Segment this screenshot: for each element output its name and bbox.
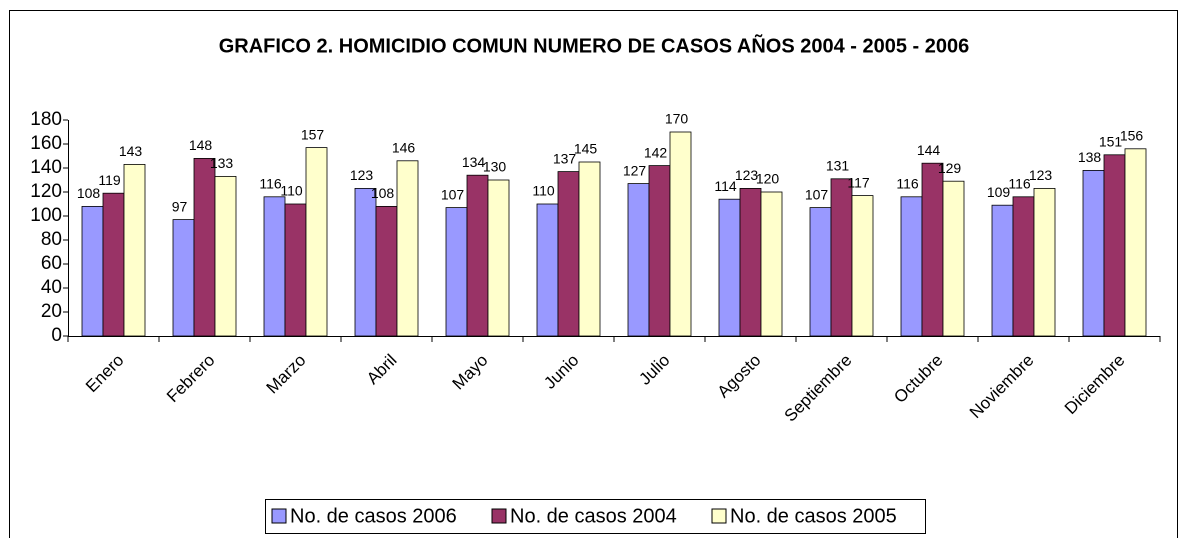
bar	[830, 178, 853, 337]
value-label: 114	[714, 178, 737, 194]
value-label: 108	[77, 185, 101, 201]
y-tick-label: 20	[41, 301, 62, 322]
legend-swatch	[271, 508, 287, 524]
bar	[1103, 154, 1126, 337]
bar	[123, 163, 146, 337]
bar	[445, 207, 468, 337]
bar	[900, 196, 923, 337]
bar	[760, 191, 783, 337]
bar	[557, 171, 580, 337]
bar	[375, 205, 398, 337]
bar	[1033, 187, 1056, 337]
bar	[284, 203, 307, 337]
bar	[354, 187, 377, 337]
value-label: 130	[483, 159, 507, 175]
bar	[942, 180, 965, 337]
bar	[578, 161, 601, 337]
value-label: 108	[371, 185, 395, 201]
value-label: 116	[1008, 176, 1031, 192]
value-label: 148	[189, 137, 213, 153]
bar	[921, 162, 944, 337]
value-label: 157	[301, 126, 325, 142]
value-label: 145	[574, 141, 598, 157]
value-label: 133	[210, 155, 234, 171]
bar	[263, 196, 286, 337]
y-tick-label: 160	[30, 133, 62, 154]
y-tick-label: 180	[30, 109, 62, 130]
bar	[718, 198, 741, 337]
value-label: 120	[756, 171, 780, 187]
value-label: 119	[98, 172, 121, 188]
value-label: 146	[392, 140, 416, 156]
bar	[487, 179, 510, 337]
value-label: 123	[735, 167, 759, 183]
value-label: 127	[623, 162, 647, 178]
legend-label: No. de casos 2005	[730, 505, 897, 527]
legend-swatch	[711, 508, 727, 524]
value-label: 131	[826, 158, 850, 174]
chart-title: GRAFICO 2. HOMICIDIO COMUN NUMERO DE CAS…	[219, 34, 970, 57]
value-label: 170	[665, 111, 689, 127]
bar	[669, 131, 692, 337]
bar	[305, 147, 328, 337]
value-label: 142	[644, 144, 668, 160]
y-tick-label: 100	[30, 205, 62, 226]
value-label: 97	[172, 198, 188, 214]
y-tick-label: 40	[41, 277, 62, 298]
bar	[991, 204, 1014, 337]
y-tick-label: 60	[41, 253, 62, 274]
bar	[851, 195, 874, 337]
value-label: 129	[938, 160, 962, 176]
value-label: 123	[1029, 167, 1053, 183]
value-label: 144	[917, 142, 941, 158]
value-label: 110	[532, 183, 555, 199]
bar	[536, 203, 559, 337]
value-label: 117	[847, 174, 870, 190]
bar	[396, 160, 419, 337]
bar	[172, 219, 195, 337]
value-label: 110	[280, 183, 303, 199]
bar	[739, 187, 762, 337]
legend-box	[265, 499, 926, 534]
value-label: 137	[553, 150, 577, 166]
bar	[1012, 196, 1035, 337]
legend-swatch	[491, 508, 507, 524]
value-label: 156	[1120, 128, 1144, 144]
y-tick-label: 120	[30, 181, 62, 202]
value-label: 143	[119, 143, 143, 159]
bar	[648, 165, 671, 337]
bar	[809, 207, 832, 337]
bar	[1124, 148, 1147, 337]
value-label: 151	[1099, 134, 1123, 150]
value-label: 107	[441, 186, 465, 202]
value-label: 107	[805, 186, 829, 202]
value-label: 123	[350, 167, 374, 183]
value-label: 116	[896, 176, 919, 192]
bar	[193, 157, 216, 337]
y-tick-label: 0	[51, 325, 62, 346]
value-label: 116	[259, 176, 282, 192]
legend-label: No. de casos 2006	[290, 505, 457, 527]
value-label: 138	[1078, 149, 1102, 165]
bar	[102, 192, 125, 337]
bar	[81, 205, 104, 337]
bar	[466, 174, 489, 337]
bar	[627, 183, 650, 337]
bar	[214, 175, 237, 337]
bar	[1082, 169, 1105, 337]
legend-label: No. de casos 2004	[510, 505, 677, 527]
y-tick-label: 140	[30, 157, 62, 178]
value-label: 109	[987, 184, 1011, 200]
y-tick-label: 80	[41, 229, 62, 250]
value-label: 134	[462, 154, 486, 170]
